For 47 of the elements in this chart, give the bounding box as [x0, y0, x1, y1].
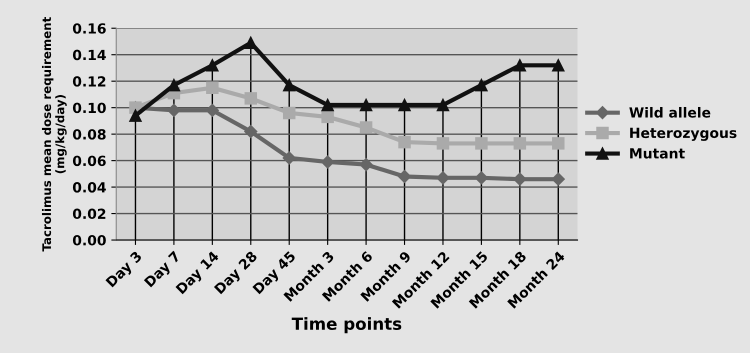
y-tick-label: 0.12 — [72, 76, 106, 87]
point — [398, 170, 412, 184]
y-tick-label: 0.04 — [72, 182, 106, 193]
point — [167, 104, 180, 117]
point — [206, 59, 219, 72]
point — [321, 155, 334, 169]
point — [360, 98, 372, 112]
point — [282, 151, 296, 165]
y-tick-label: 0.16 — [72, 23, 106, 34]
x-axis-title: Time points — [292, 317, 402, 334]
legend-label: Mutant — [630, 148, 685, 159]
y-tick-label: 0.06 — [72, 156, 106, 166]
y-tick-label: 0.00 — [72, 235, 106, 246]
point — [552, 137, 565, 150]
point — [552, 172, 565, 186]
y-tick-label: 0.08 — [72, 129, 106, 140]
point — [475, 78, 488, 92]
point — [514, 59, 526, 72]
point — [398, 98, 411, 112]
point — [360, 158, 373, 172]
y-axis-title: Tacrolimus mean dose requirement (mg/kg/day) — [42, 17, 67, 252]
y-tick-label: 0.10 — [72, 102, 106, 114]
point — [168, 78, 180, 92]
legend-label: Wild allele — [629, 106, 710, 118]
point — [129, 109, 142, 122]
point — [513, 172, 526, 186]
point — [321, 98, 334, 112]
point — [552, 59, 565, 72]
point — [244, 36, 258, 50]
point — [206, 82, 219, 94]
point — [398, 136, 411, 148]
point — [244, 124, 258, 138]
point — [436, 137, 450, 150]
point — [514, 137, 526, 150]
y-tick-label: 0.14 — [72, 50, 106, 60]
point — [321, 110, 334, 124]
point — [360, 121, 372, 134]
point — [475, 137, 488, 150]
legend-label: Heterozygous — [630, 128, 736, 141]
y-tick-label: 0.02 — [72, 208, 106, 220]
point — [282, 78, 296, 92]
point — [244, 92, 258, 105]
point — [206, 104, 219, 117]
point — [436, 98, 450, 112]
point — [436, 171, 450, 184]
point — [282, 106, 296, 120]
point — [474, 171, 488, 184]
